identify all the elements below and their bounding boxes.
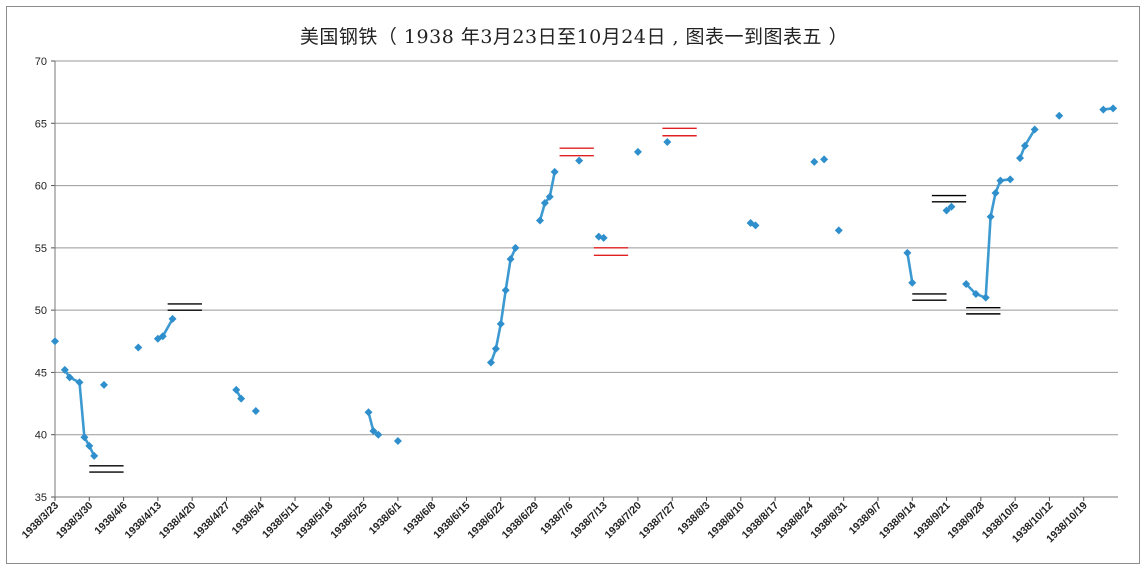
y-tick-label: 55 [35,243,47,255]
data-point [1099,105,1108,114]
data-point [90,451,99,460]
y-tick-label: 35 [35,492,47,504]
data-point [1006,175,1015,184]
data-point [237,394,246,403]
data-point [971,289,980,298]
data-points [51,104,1118,460]
data-point [506,255,515,264]
data-point [501,286,510,295]
data-point [369,426,378,435]
y-tick-label: 70 [35,56,47,68]
data-point [60,365,69,374]
data-point [75,378,84,387]
data-point [962,279,971,288]
data-point [374,430,383,439]
data-point [903,248,912,257]
data-point [545,192,554,201]
x-tick-label: 1938/6/1 [367,500,404,537]
data-point [158,332,167,341]
data-point [575,156,584,165]
data-point [550,167,559,176]
x-tick-label: 1938/4/27 [191,500,233,542]
data-point [663,137,672,146]
series-lines [63,107,1114,457]
x-tick-label: 1938/8/31 [808,500,850,542]
data-point [599,233,608,242]
y-tick-label: 40 [35,430,47,442]
data-point [51,337,59,346]
series-line [489,247,517,363]
data-point [1109,104,1118,113]
data-point [85,441,94,450]
data-point [496,319,505,328]
grid-lines [55,60,1118,436]
data-point [834,226,843,235]
y-tick-labels: 35 40 45 50 55 60 65 70 [35,56,47,504]
series-line [538,171,556,221]
x-tick-labels: 1938/3/231938/3/301938/4/61938/4/131938/… [20,500,1090,546]
annotation-lines [89,127,1001,473]
chart-title: 美国钢铁（ 1938 年3月23日至10月24日 , 图表一到图表五 ） [299,26,849,48]
data-point [486,358,495,367]
x-tick-label: 1938/6/29 [500,500,542,542]
y-tick-label: 50 [35,305,47,317]
data-point [535,216,544,225]
data-point [80,433,89,442]
data-point [947,202,956,211]
data-point [393,436,402,445]
data-point [491,344,500,353]
data-point [908,278,917,287]
axes [51,60,1118,501]
data-point [1030,125,1039,134]
series-line [965,178,1011,300]
data-point [540,199,549,208]
chart-frame [6,6,1140,564]
data-point [251,407,260,416]
data-point [986,212,995,221]
data-point [134,343,143,352]
data-point [981,293,990,302]
data-point [1016,154,1025,163]
data-point [1020,141,1029,150]
data-point [364,408,373,417]
data-point [820,155,829,164]
data-point [996,176,1005,185]
data-point [633,147,642,156]
data-point [65,373,74,382]
data-point [168,314,177,323]
y-tick-label: 45 [35,367,47,379]
data-point [991,189,1000,198]
data-point [232,385,241,394]
x-tick-label: 1938/5/25 [328,500,370,542]
data-point [1055,111,1064,120]
y-tick-label: 60 [35,181,47,193]
series-line [1018,128,1036,159]
data-point [99,380,108,389]
y-tick-label: 65 [35,118,47,130]
x-tick-label: 1938/3/30 [54,500,96,542]
data-point [511,243,520,252]
data-point [810,157,819,166]
data-point [942,206,951,215]
data-point [751,221,760,230]
series-line [906,252,914,283]
x-tick-label: 1938/7/27 [637,500,679,542]
